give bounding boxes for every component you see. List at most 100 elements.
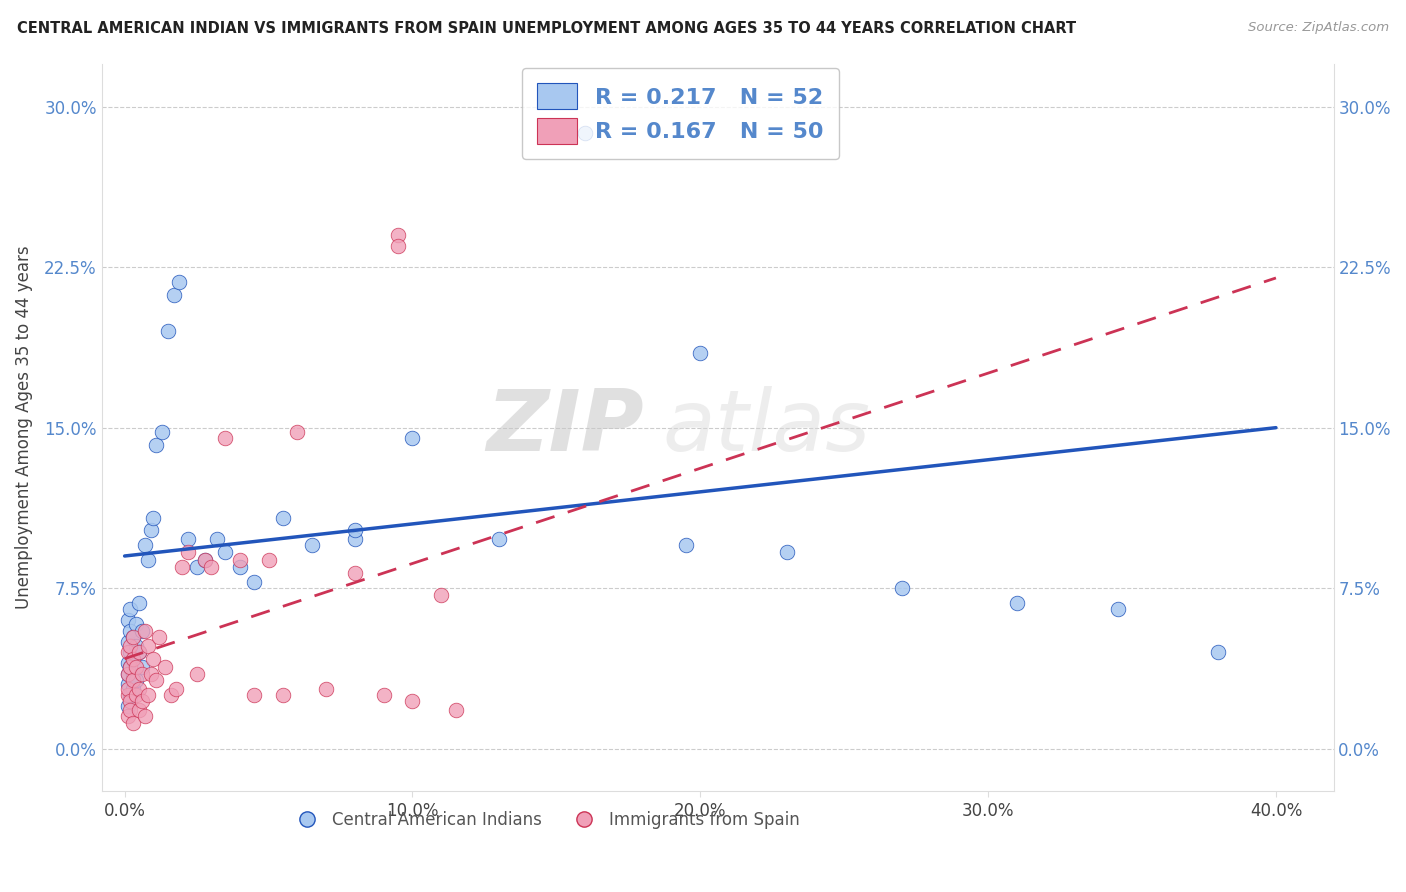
Point — [136, 639, 159, 653]
Point — [401, 431, 423, 445]
Text: ZIP: ZIP — [486, 386, 644, 469]
Point — [125, 639, 148, 653]
Point — [122, 681, 145, 696]
Point — [125, 617, 148, 632]
Point — [194, 553, 217, 567]
Point — [301, 538, 323, 552]
Point — [186, 666, 208, 681]
Point — [117, 613, 139, 627]
Point — [139, 524, 162, 538]
Point — [136, 688, 159, 702]
Point — [229, 559, 252, 574]
Point — [128, 596, 150, 610]
Point — [343, 566, 366, 581]
Point — [172, 559, 194, 574]
Point — [148, 630, 170, 644]
Point — [128, 645, 150, 659]
Point — [169, 275, 191, 289]
Point — [142, 510, 165, 524]
Point — [229, 553, 252, 567]
Point — [131, 666, 153, 681]
Point — [159, 688, 181, 702]
Point — [122, 630, 145, 644]
Point — [145, 673, 167, 687]
Point — [243, 574, 266, 589]
Point — [131, 694, 153, 708]
Point — [128, 645, 150, 659]
Point — [343, 532, 366, 546]
Point — [205, 532, 228, 546]
Point — [122, 630, 145, 644]
Point — [139, 666, 162, 681]
Point — [131, 624, 153, 638]
Point — [675, 538, 697, 552]
Point — [134, 624, 156, 638]
Point — [214, 431, 236, 445]
Point — [117, 681, 139, 696]
Point — [177, 532, 200, 546]
Point — [120, 703, 142, 717]
Legend: Central American Indians, Immigrants from Spain: Central American Indians, Immigrants fro… — [284, 804, 806, 835]
Point — [689, 346, 711, 360]
Point — [117, 634, 139, 648]
Point — [120, 624, 142, 638]
Point — [117, 677, 139, 691]
Point — [117, 666, 139, 681]
Point — [117, 698, 139, 713]
Point — [387, 228, 409, 243]
Point — [271, 510, 294, 524]
Point — [156, 325, 179, 339]
Point — [128, 681, 150, 696]
Point — [488, 532, 510, 546]
Point — [120, 660, 142, 674]
Point — [120, 688, 142, 702]
Point — [122, 651, 145, 665]
Point — [117, 688, 139, 702]
Point — [125, 673, 148, 687]
Point — [162, 288, 184, 302]
Point — [120, 639, 142, 653]
Point — [775, 545, 797, 559]
Point — [122, 651, 145, 665]
Point — [117, 645, 139, 659]
Point — [177, 545, 200, 559]
Point — [134, 538, 156, 552]
Point — [150, 425, 173, 439]
Point — [214, 545, 236, 559]
Point — [125, 688, 148, 702]
Point — [153, 660, 176, 674]
Point — [1005, 596, 1028, 610]
Point — [117, 656, 139, 670]
Point — [257, 553, 280, 567]
Point — [194, 553, 217, 567]
Point — [122, 715, 145, 730]
Text: Source: ZipAtlas.com: Source: ZipAtlas.com — [1249, 21, 1389, 34]
Point — [120, 645, 142, 659]
Point — [1107, 602, 1129, 616]
Text: CENTRAL AMERICAN INDIAN VS IMMIGRANTS FROM SPAIN UNEMPLOYMENT AMONG AGES 35 TO 4: CENTRAL AMERICAN INDIAN VS IMMIGRANTS FR… — [17, 21, 1076, 36]
Point — [200, 559, 222, 574]
Point — [117, 709, 139, 723]
Point — [142, 651, 165, 665]
Point — [444, 703, 467, 717]
Point — [315, 681, 337, 696]
Point — [890, 581, 912, 595]
Point — [125, 660, 148, 674]
Point — [430, 587, 453, 601]
Point — [285, 425, 308, 439]
Point — [134, 709, 156, 723]
Point — [122, 666, 145, 681]
Point — [145, 438, 167, 452]
Point — [1208, 645, 1230, 659]
Point — [120, 694, 142, 708]
Point — [243, 688, 266, 702]
Text: atlas: atlas — [662, 386, 870, 469]
Point — [343, 524, 366, 538]
Point — [120, 660, 142, 674]
Y-axis label: Unemployment Among Ages 35 to 44 years: Unemployment Among Ages 35 to 44 years — [15, 246, 32, 609]
Point — [117, 666, 139, 681]
Point — [387, 239, 409, 253]
Point — [122, 673, 145, 687]
Point — [373, 688, 395, 702]
Point — [120, 602, 142, 616]
